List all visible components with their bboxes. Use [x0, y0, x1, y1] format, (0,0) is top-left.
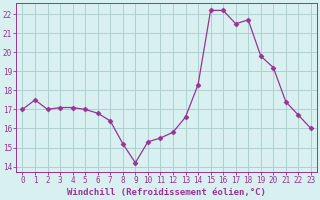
- X-axis label: Windchill (Refroidissement éolien,°C): Windchill (Refroidissement éolien,°C): [67, 188, 266, 197]
